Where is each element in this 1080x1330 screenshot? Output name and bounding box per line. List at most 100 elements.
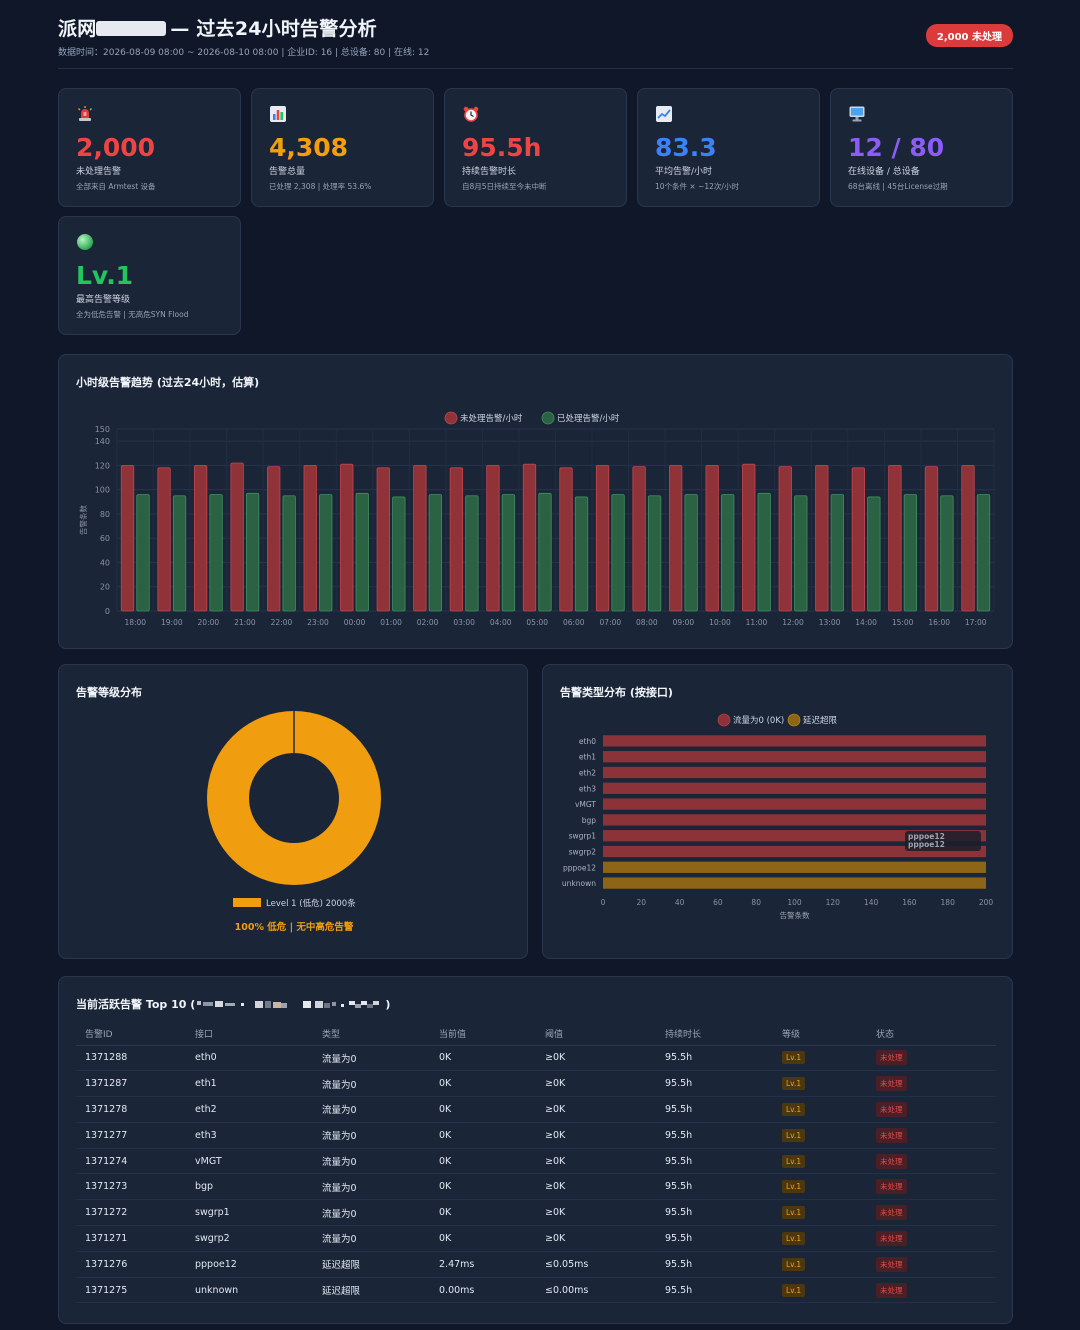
bar-handled — [684, 494, 698, 612]
table-row[interactable]: 1371287 eth1 流量为0 0K ≥0K 95.5h Lv.1 未处理 — [76, 1070, 996, 1098]
table-cell: 95.5h — [665, 1225, 782, 1252]
x-tick-label: 21:00 — [234, 618, 256, 627]
table-row[interactable]: 1371276 pppoe12 延迟超限 2.47ms ≤0.05ms 95.5h Lv.1… — [76, 1251, 996, 1278]
green-circle-icon — [77, 234, 93, 250]
status-badge: 未处理 — [876, 1127, 907, 1143]
bar-zero-flow — [603, 845, 986, 858]
kpi-sub: 68台离线 | 45台License过期 — [848, 182, 948, 191]
kpi-value: 2,000 — [76, 133, 156, 162]
column-header[interactable]: 状态 — [876, 1023, 996, 1046]
column-header[interactable]: 类型 — [322, 1023, 439, 1046]
table-cell: 延迟超限 — [322, 1277, 439, 1304]
status-badge: 未处理 — [876, 1256, 907, 1272]
tooltip-line: pppoe12 — [908, 839, 945, 849]
bar-zero-flow — [603, 814, 986, 826]
table-cell: 0K — [439, 1122, 545, 1149]
table-cell: 0K — [439, 1148, 545, 1175]
column-header[interactable]: 持续时长 — [665, 1023, 782, 1046]
table-cell: 1371277 — [76, 1122, 195, 1149]
type-distribution-title: 告警类型分布 (按接口) — [560, 686, 673, 699]
table-row[interactable]: 1371275 unknown 延迟超限 0.00ms ≤0.00ms 95.5h Lv.1… — [76, 1277, 996, 1304]
level-donut-chart: Level 1 (低危) 2000条 — [207, 711, 381, 909]
table-cell: Lv.1 — [782, 1148, 876, 1175]
bar-handled — [136, 494, 150, 612]
title-prefix: 派网 — [58, 18, 97, 40]
bar-unhandled — [157, 467, 171, 612]
bar-unhandled — [924, 466, 939, 612]
table-cell: Lv.1 — [782, 1173, 876, 1201]
column-header[interactable]: 接口 — [195, 1023, 322, 1046]
table-cell: 95.5h — [665, 1096, 782, 1123]
table-cell: 流量为0 — [322, 1096, 439, 1123]
bar-unhandled — [851, 467, 866, 612]
bar-handled — [574, 496, 589, 612]
table-cell: 未处理 — [876, 1148, 996, 1175]
redacted-name — [96, 21, 167, 36]
active-alarms-panel: 当前活跃告警 Top 10 ( ) 告警ID 接口 类型 当前值 阈值 持续时长… — [58, 976, 1013, 1324]
chart-legend: 流量为0 (0K) 延迟超限 — [717, 713, 838, 727]
status-badge: 未处理 — [876, 1282, 907, 1298]
bar-handled — [976, 494, 991, 612]
chart-tooltip: pppoe12 pppoe12 — [905, 831, 981, 851]
column-header[interactable]: 告警ID — [76, 1023, 195, 1046]
bar-handled — [319, 494, 333, 612]
kpi-sub: 10个条件 × ~12次/小时 — [655, 182, 739, 191]
bar-unhandled — [632, 466, 646, 612]
table-cell: 1371275 — [76, 1277, 195, 1304]
bar-unhandled — [961, 465, 975, 612]
level-footer-note: 100% 低危 | 无中高危告警 — [234, 922, 354, 933]
bar-unhandled — [120, 465, 135, 612]
x-tick-label: 08:00 — [636, 618, 658, 627]
column-header[interactable]: 阈值 — [545, 1023, 665, 1046]
table-cell: 0K — [439, 1070, 545, 1098]
table-cell: 0K — [439, 1173, 545, 1201]
level-badge: Lv.1 — [782, 1257, 806, 1271]
table-cell: 95.5h — [665, 1045, 782, 1072]
hourly-trend-title: 小时级告警趋势 (过去24小时，估算) — [76, 376, 260, 389]
table-cell: Lv.1 — [782, 1277, 876, 1304]
alarms-title-prefix: 当前活跃告警 Top 10 ( — [76, 998, 196, 1011]
table-row[interactable]: 1371277 eth3 流量为0 0K ≥0K 95.5h Lv.1 未处理 — [76, 1122, 996, 1149]
status-badge: 未处理 — [876, 1230, 907, 1246]
level-badge: Lv.1 — [782, 1231, 806, 1245]
table-cell: Lv.1 — [782, 1045, 876, 1072]
page-header: 派网 — 过去24小时告警分析 数据时间：2026-08-09 08:00 ~ 2… — [58, 14, 1013, 69]
x-tick-label: 01:00 — [380, 618, 402, 627]
kpi-value: 83.3 — [655, 133, 717, 162]
kpi-card-duration: 95.5h 持续告警时长 自8月5日持续至今未中断 — [444, 88, 627, 207]
y-tick-label: 0 — [105, 607, 110, 616]
unhandled-count-badge[interactable]: 2,000 未处理 — [925, 24, 1013, 47]
table-cell: ≥0K — [545, 1225, 665, 1252]
kpi-sub: 全部来自 Armtest 设备 — [76, 182, 156, 191]
column-header[interactable]: 等级 — [782, 1023, 876, 1046]
table-row[interactable]: 1371273 bgp 流量为0 0K ≥0K 95.5h Lv.1 未处理 — [76, 1173, 996, 1201]
legend-label: Level 1 (低危) 2000条 — [266, 898, 356, 909]
table-row[interactable]: 1371288 eth0 流量为0 0K ≥0K 95.5h Lv.1 未处理 — [76, 1045, 996, 1072]
x-tick-label: 10:00 — [709, 618, 731, 627]
legend-swatch-unhandled — [444, 411, 458, 425]
table-cell: Lv.1 — [782, 1096, 876, 1123]
table-cell: 95.5h — [665, 1070, 782, 1098]
legend-label: 未处理告警/小时 — [460, 413, 523, 424]
table-cell: swgrp1 — [195, 1199, 322, 1227]
column-header[interactable]: 当前值 — [439, 1023, 545, 1046]
kpi-label: 未处理告警 — [76, 167, 122, 177]
table-cell: eth0 — [195, 1045, 322, 1072]
x-tick-label: 100 — [787, 898, 802, 907]
x-tick-label: 19:00 — [161, 618, 183, 627]
kpi-label: 持续告警时长 — [462, 167, 517, 177]
alarms-table: 告警ID 接口 类型 当前值 阈值 持续时长 等级 状态 1371288 eth0… — [76, 1023, 996, 1304]
table-cell: ≥0K — [545, 1199, 665, 1227]
table-row[interactable]: 1371272 swgrp1 流量为0 0K ≥0K 95.5h Lv.1 未处理 — [76, 1199, 996, 1227]
table-row[interactable]: 1371278 eth2 流量为0 0K ≥0K 95.5h Lv.1 未处理 — [76, 1096, 996, 1123]
tooltip-line: pppoe12 — [908, 832, 945, 841]
kpi-sub: 自8月5日持续至今未中断 — [462, 182, 547, 191]
y-tick-label: swgrp2 — [569, 848, 597, 857]
y-tick-label: unknown — [562, 879, 596, 888]
x-tick-label: 12:00 — [782, 618, 804, 627]
kpi-value: Lv.1 — [76, 261, 134, 290]
x-tick-label: 15:00 — [892, 618, 914, 627]
table-row[interactable]: 1371271 swgrp2 流量为0 0K ≥0K 95.5h Lv.1 未处理 — [76, 1225, 996, 1252]
table-cell: 1371274 — [76, 1148, 195, 1175]
table-row[interactable]: 1371274 vMGT 流量为0 0K ≥0K 95.5h Lv.1 未处理 — [76, 1148, 996, 1175]
